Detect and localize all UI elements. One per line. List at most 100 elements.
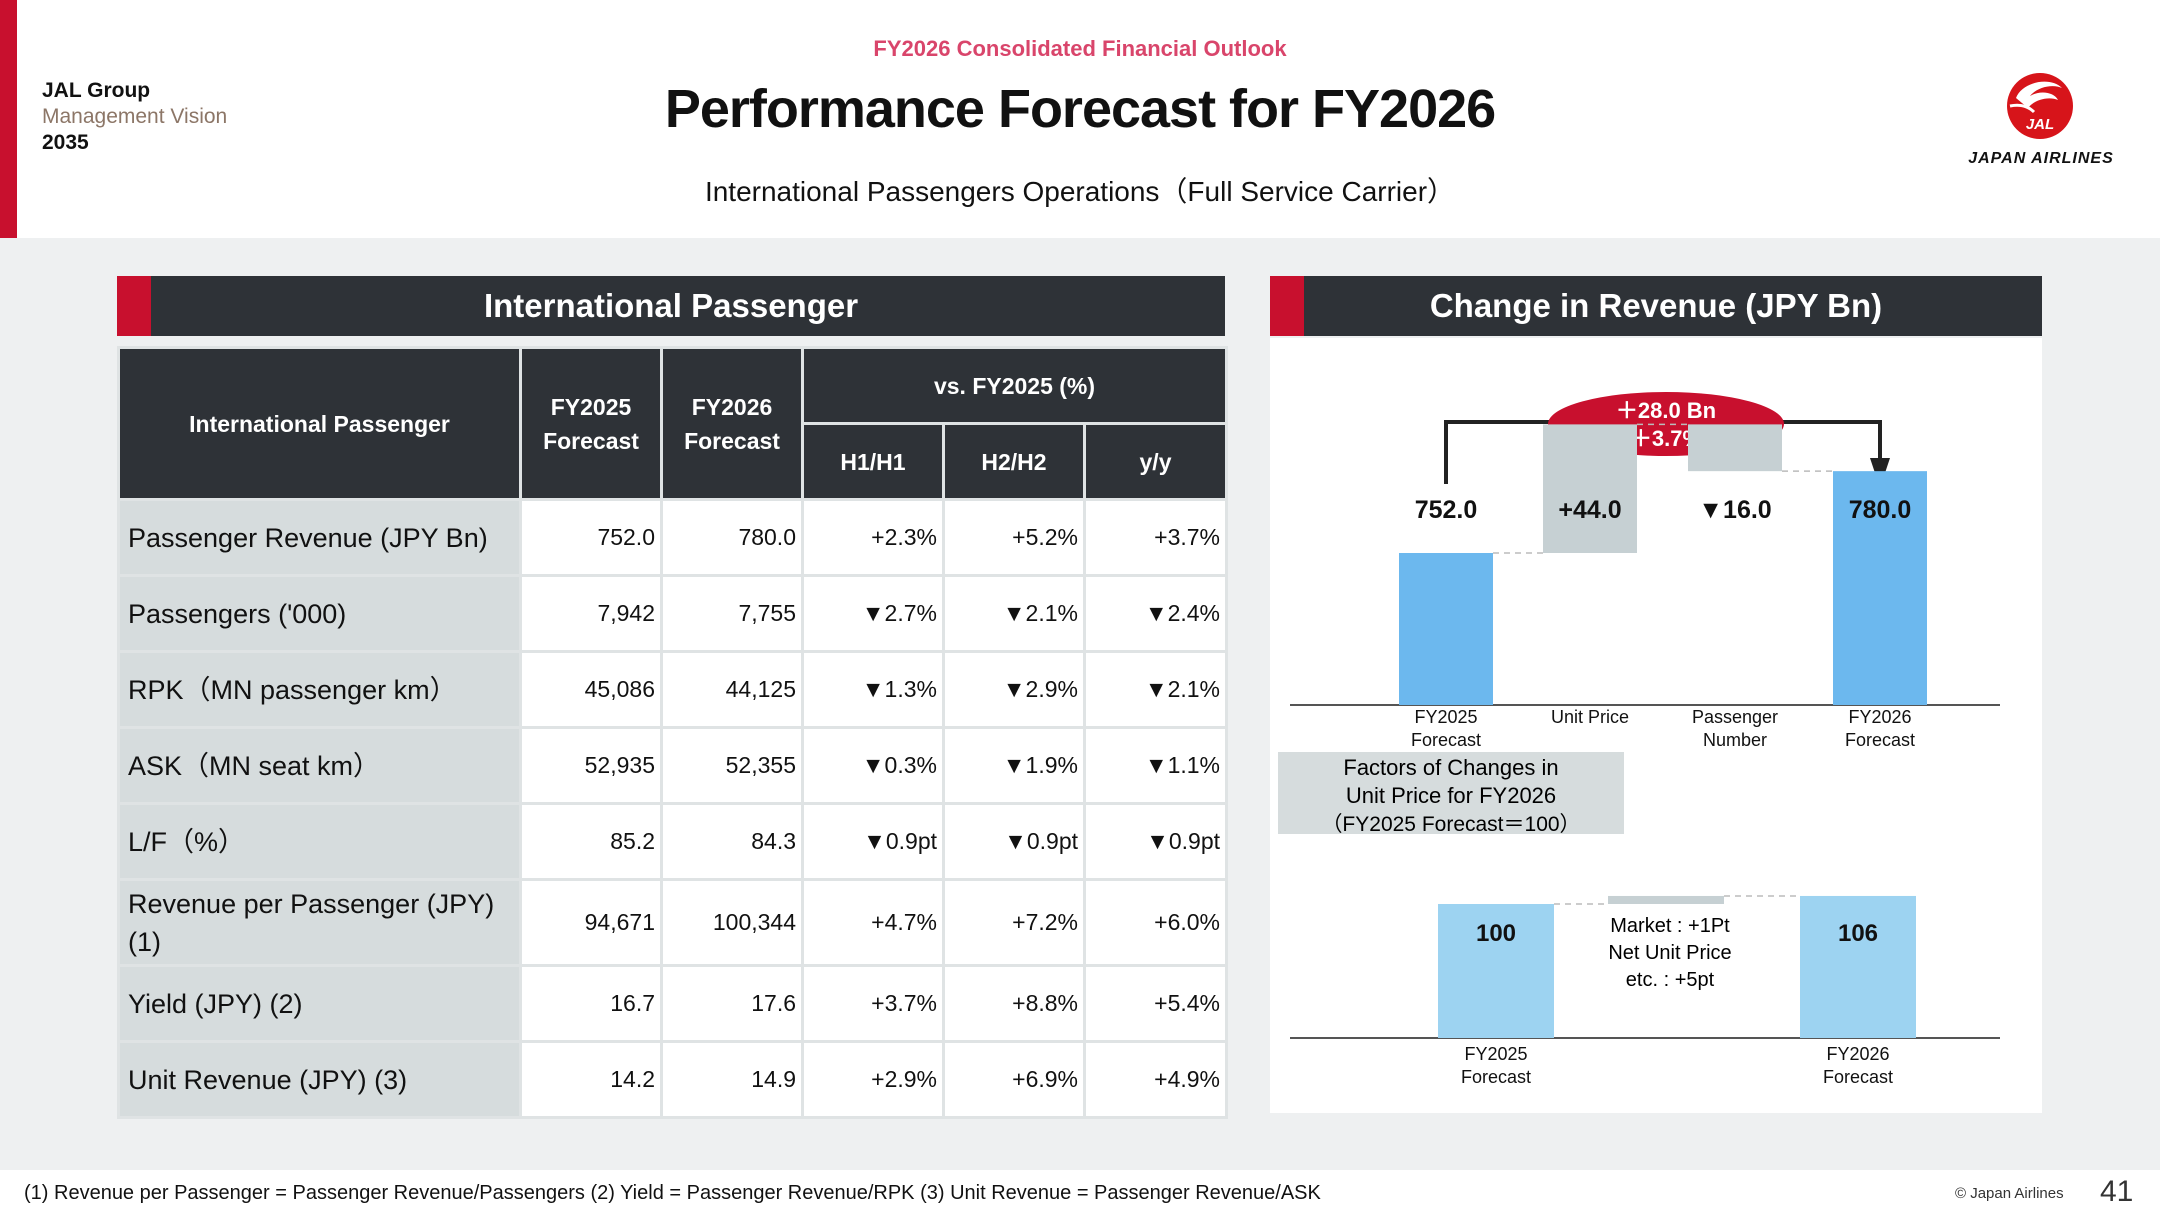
cell-yy: ▼1.1% xyxy=(1082,726,1229,805)
col-group-header-vs-fy2025: vs. FY2025 (%) xyxy=(800,346,1229,425)
col-header-h2: H2/H2 xyxy=(942,422,1086,501)
data-label: +44.0 xyxy=(1558,496,1621,524)
category-label: Forecast xyxy=(1823,1067,1893,1087)
factor-note-line2: Net Unit Price xyxy=(1608,942,1731,964)
unit-price-waterfall: 100 FY2025 Forecast 106 FY2026 Forecast xyxy=(1438,895,1916,1087)
cell-fy2026: 100,344 xyxy=(660,878,804,967)
row-label: Passengers ('000) xyxy=(117,574,522,653)
waterfall-charts: ＋28.0 Bn （＋3.7%） 752.0FY2025Forecast+44.… xyxy=(1278,392,2000,1087)
data-label: 106 xyxy=(1838,920,1878,947)
col-header-yy: y/y xyxy=(1082,422,1229,501)
bar-fy2026-forecast xyxy=(1800,895,1916,1038)
table-row: Revenue per Passenger (JPY) (1) 94,671 1… xyxy=(117,878,1229,967)
category-label: FY2026 xyxy=(1826,1044,1889,1064)
cell-h1: ▼0.9pt xyxy=(801,802,945,881)
cell-fy2026: 780.0 xyxy=(660,498,804,577)
cell-yy: ▼2.4% xyxy=(1082,574,1229,653)
table-row: Yield (JPY) (2) 16.7 17.6 +3.7% +8.8% +5… xyxy=(117,964,1229,1043)
category-label: Forecast xyxy=(1845,730,1915,750)
table-corner-header: International Passenger xyxy=(117,346,522,501)
row-label: L/F（%） xyxy=(117,802,522,881)
cell-yy: +6.0% xyxy=(1082,878,1229,967)
page-number: 41 xyxy=(2100,1175,2134,1208)
data-label: 100 xyxy=(1476,920,1516,947)
revenue-change-chart-area: ＋28.0 Bn （＋3.7%） 752.0 FY2025 Forecast +44.… xyxy=(1270,338,2042,1113)
copyright: © Japan Airlines xyxy=(1955,1185,2064,1202)
cell-yy: +5.4% xyxy=(1082,964,1229,1043)
international-passenger-panel-header: International Passenger xyxy=(117,276,1225,336)
cell-yy: +3.7% xyxy=(1082,498,1229,577)
category-label: Unit Price xyxy=(1551,707,1629,727)
cell-yy: ▼2.1% xyxy=(1082,650,1229,729)
panel-accent-bar xyxy=(1270,276,1304,336)
section-supertitle: FY2026 Consolidated Financial Outlook xyxy=(873,36,1287,61)
cell-h1: +3.7% xyxy=(801,964,945,1043)
cell-h2: ▼2.1% xyxy=(942,574,1086,653)
category-label: FY2025 xyxy=(1464,1044,1527,1064)
cell-h1: ▼1.3% xyxy=(801,650,945,729)
footer: (1) Revenue per Passenger = Passenger Re… xyxy=(0,1170,2160,1215)
group-vision-label: JAL Group Management Vision 2035 xyxy=(42,78,227,156)
revenue-waterfall: 752.0 FY2025 Forecast +44.0 Unit Price ▼16.0 P… xyxy=(1399,423,1927,750)
cell-h2: +6.9% xyxy=(942,1040,1086,1119)
panel-accent-bar xyxy=(117,276,151,336)
international-passenger-table: International Passenger FY2025 Forecast … xyxy=(117,346,1229,1119)
cell-fy2025: 7,942 xyxy=(519,574,663,653)
cell-h2: ▼0.9pt xyxy=(942,802,1086,881)
cell-fy2025: 45,086 xyxy=(519,650,663,729)
page-title: Performance Forecast for FY2026 xyxy=(664,79,1496,139)
category-label: Number xyxy=(1703,730,1767,750)
cell-fy2025: 52,935 xyxy=(519,726,663,805)
cell-h2: ▼2.9% xyxy=(942,650,1086,729)
cell-h2: +5.2% xyxy=(942,498,1086,577)
cell-fy2026: 7,755 xyxy=(660,574,804,653)
data-label: ▼16.0 xyxy=(1698,496,1771,524)
brand-line-2: Management Vision xyxy=(42,105,228,128)
cell-fy2025: 85.2 xyxy=(519,802,663,881)
slide-header: JAL Group Management Vision 2035 FY2026 … xyxy=(0,0,2160,238)
panel-title: Change in Revenue (JPY Bn) xyxy=(1429,287,1883,324)
factors-title-line1: Factors of Changes in xyxy=(1343,755,1558,780)
category-label: FY2026 xyxy=(1848,707,1911,727)
change-in-revenue-panel-header: Change in Revenue (JPY Bn) xyxy=(1270,276,2042,336)
row-label: Passenger Revenue (JPY Bn) xyxy=(117,498,522,577)
table-subheader-row: H1/H1 H2/H2 y/y xyxy=(119,422,1229,501)
cell-yy: +4.9% xyxy=(1082,1040,1229,1119)
row-label: RPK（MN passenger km） xyxy=(117,650,522,729)
airline-wordmark: JAPAN AIRLINES xyxy=(1968,150,2114,167)
category-label: Forecast xyxy=(1461,1067,1531,1087)
footnote-text: (1) Revenue per Passenger = Passenger Re… xyxy=(24,1182,1321,1204)
cell-h2: +8.8% xyxy=(942,964,1086,1043)
cell-fy2025: 752.0 xyxy=(519,498,663,577)
bar-passenger-number xyxy=(1688,424,1782,472)
brand-accent-bar xyxy=(0,0,17,238)
bar-unit-price xyxy=(1543,424,1637,553)
brand-line-1: JAL Group xyxy=(42,79,151,102)
cell-h1: ▼2.7% xyxy=(801,574,945,653)
bar-fy2025-forecast xyxy=(1399,553,1493,705)
cell-fy2026: 44,125 xyxy=(660,650,804,729)
cell-fy2025: 14.2 xyxy=(519,1040,663,1119)
cell-h2: +7.2% xyxy=(942,878,1086,967)
cell-h1: ▼0.3% xyxy=(801,726,945,805)
category-label: Forecast xyxy=(1411,730,1481,750)
brand-line-3: 2035 xyxy=(42,131,89,154)
table-row: Passengers ('000) 7,942 7,755 ▼2.7% ▼2.1… xyxy=(117,574,1229,653)
cell-h1: +2.9% xyxy=(801,1040,945,1119)
table-row: Unit Revenue (JPY) (3) 14.2 14.9 +2.9% +… xyxy=(117,1040,1229,1119)
cell-fy2025: 94,671 xyxy=(519,878,663,967)
cell-yy: ▼0.9pt xyxy=(1082,802,1229,881)
cell-h1: +4.7% xyxy=(801,878,945,967)
cell-fy2026: 17.6 xyxy=(660,964,804,1043)
jal-crane-logo-icon: JAL xyxy=(2007,73,2073,139)
bar-fy2026-forecast xyxy=(1833,471,1927,705)
row-label: Yield (JPY) (2) xyxy=(117,964,522,1043)
row-label: ASK（MN seat km） xyxy=(117,726,522,805)
bubble-amount: ＋28.0 Bn xyxy=(1616,398,1716,423)
cell-fy2025: 16.7 xyxy=(519,964,663,1043)
factors-title-line3: （FY2025 Forecast＝100） xyxy=(1321,813,1580,836)
table-row: ASK（MN seat km） 52,935 52,355 ▼0.3% ▼1.9… xyxy=(117,726,1229,805)
table-row: RPK（MN passenger km） 45,086 44,125 ▼1.3%… xyxy=(117,650,1229,729)
table-header-row: International Passenger FY2025 Forecast … xyxy=(117,346,1229,501)
factor-note-line3: etc. : +5pt xyxy=(1626,969,1715,991)
